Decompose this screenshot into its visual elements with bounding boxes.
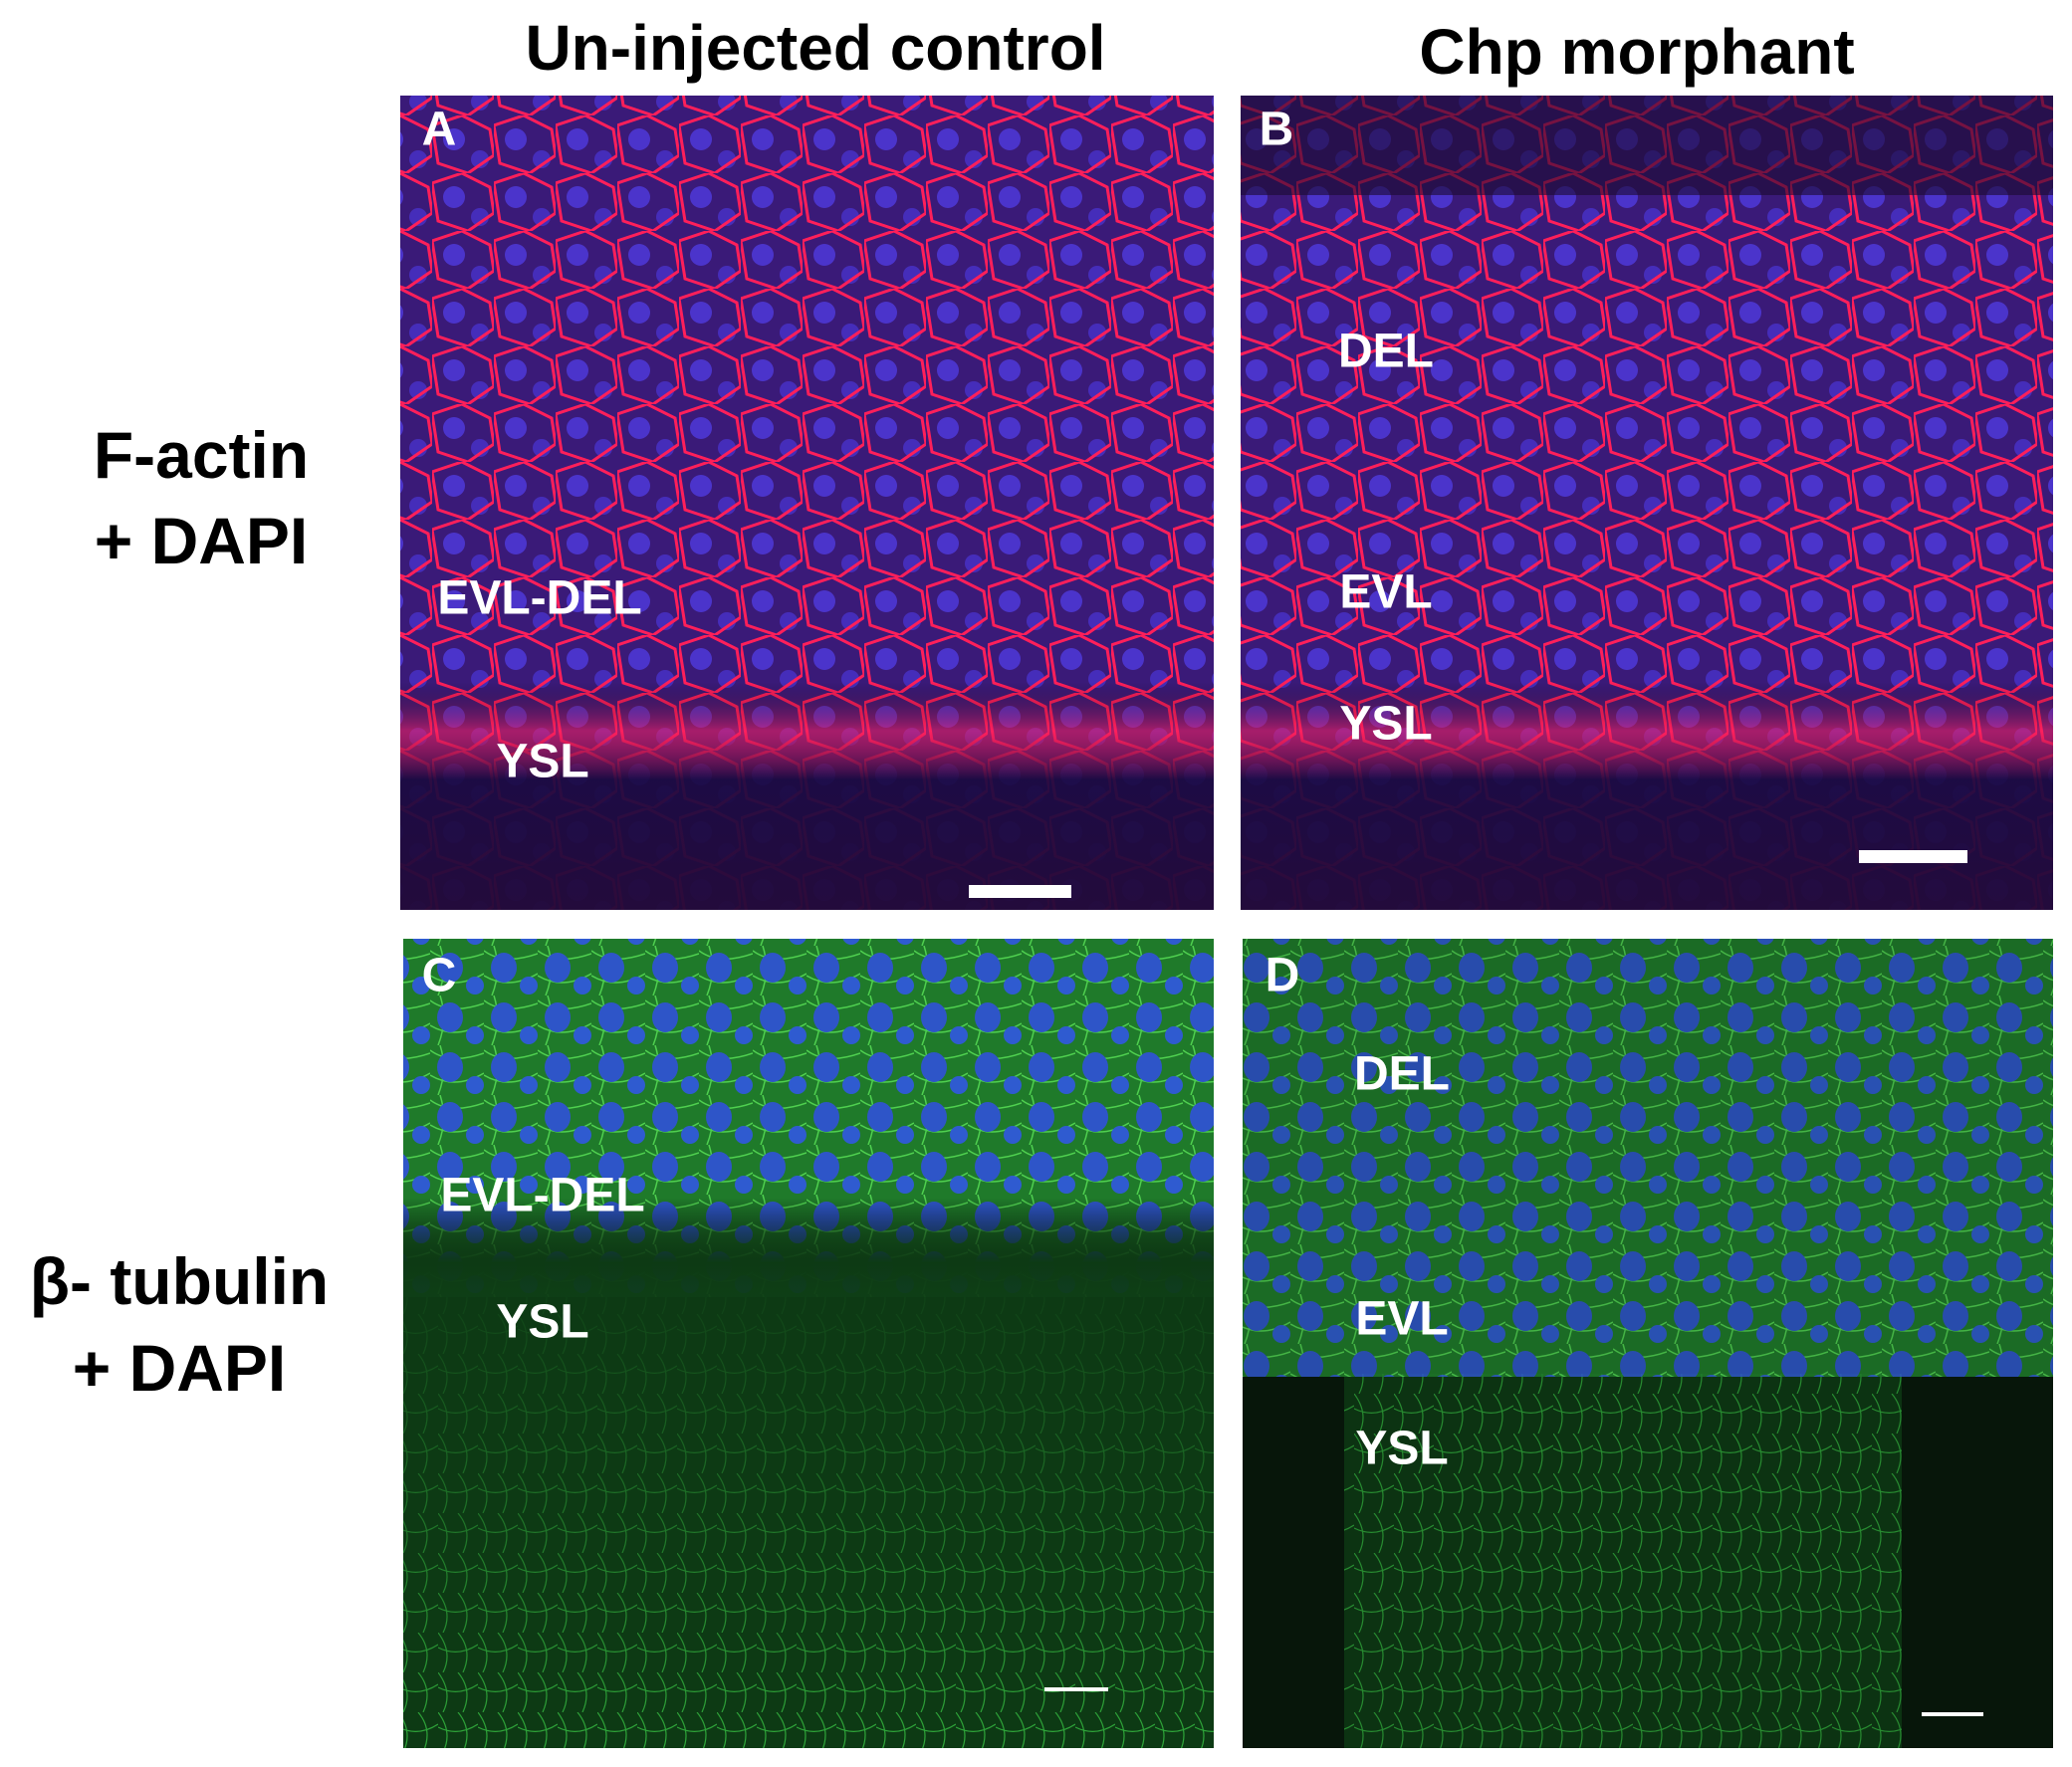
row-label: + DAPI [73,1331,287,1405]
region-label: DEL [1338,326,1434,378]
panel: B DEL EVL YSL [1241,96,2053,910]
region-label: EVL [1355,1293,1448,1346]
row-label: β- tubulin [30,1244,330,1318]
panel-letter: B [1260,104,1294,156]
column-title: Chp morphant [1419,16,1854,88]
region-label: YSL [1355,1423,1448,1475]
region-label: EVL [1339,566,1432,619]
scale-bar [1859,850,1967,863]
region-label: YSL [496,736,588,788]
panel-letter: D [1266,950,1300,1002]
scale-bar [1922,1712,1983,1716]
row-label: + DAPI [95,504,309,577]
panel-letter: C [422,950,457,1002]
panel-letter: A [422,104,457,156]
panel: D DEL EVL YSL [1243,939,2053,1748]
panel: A EVL-DEL YSL [400,96,1214,910]
scale-bar [1044,1687,1108,1691]
column-title: Un-injected control [525,12,1105,84]
region-label: EVL-DEL [440,1170,644,1222]
panel: C EVL-DEL YSL [403,939,1214,1748]
region-label: DEL [1354,1048,1450,1101]
region-label: YSL [1339,698,1432,751]
region-label: YSL [496,1296,588,1349]
scale-bar [969,885,1071,898]
row-label: F-actin [94,418,309,492]
region-label: EVL-DEL [437,572,641,625]
